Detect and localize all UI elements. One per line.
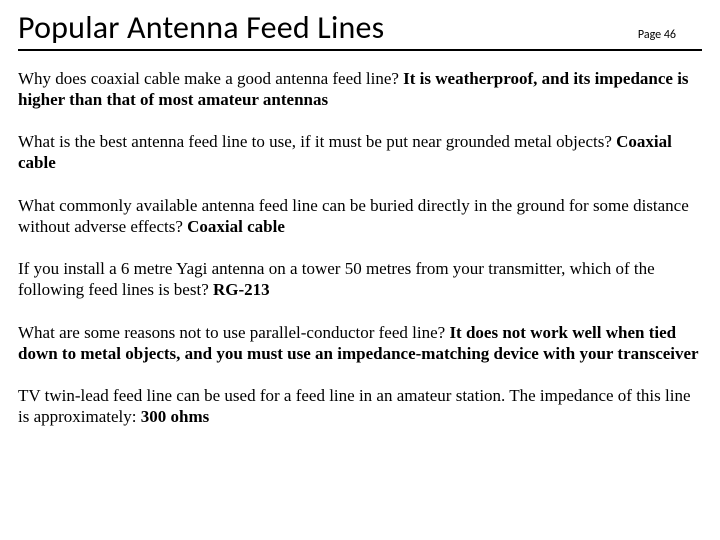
- qa-item: What is the best antenna feed line to us…: [18, 132, 702, 173]
- question-text: If you install a 6 metre Yagi antenna on…: [18, 259, 655, 299]
- question-text: What is the best antenna feed line to us…: [18, 132, 616, 151]
- header: Popular Antenna Feed Lines Page 46: [18, 8, 702, 51]
- page-number: Page 46: [638, 28, 702, 42]
- page-title: Popular Antenna Feed Lines: [18, 8, 384, 47]
- question-text: Why does coaxial cable make a good anten…: [18, 69, 403, 88]
- question-text: What commonly available antenna feed lin…: [18, 196, 689, 236]
- qa-item: Why does coaxial cable make a good anten…: [18, 69, 702, 110]
- answer-text: RG-213: [213, 280, 270, 299]
- qa-item: If you install a 6 metre Yagi antenna on…: [18, 259, 702, 300]
- question-text: TV twin-lead feed line can be used for a…: [18, 386, 691, 426]
- qa-item: What commonly available antenna feed lin…: [18, 196, 702, 237]
- answer-text: 300 ohms: [141, 407, 209, 426]
- qa-item: What are some reasons not to use paralle…: [18, 323, 702, 364]
- qa-item: TV twin-lead feed line can be used for a…: [18, 386, 702, 427]
- answer-text: Coaxial cable: [187, 217, 285, 236]
- question-text: What are some reasons not to use paralle…: [18, 323, 449, 342]
